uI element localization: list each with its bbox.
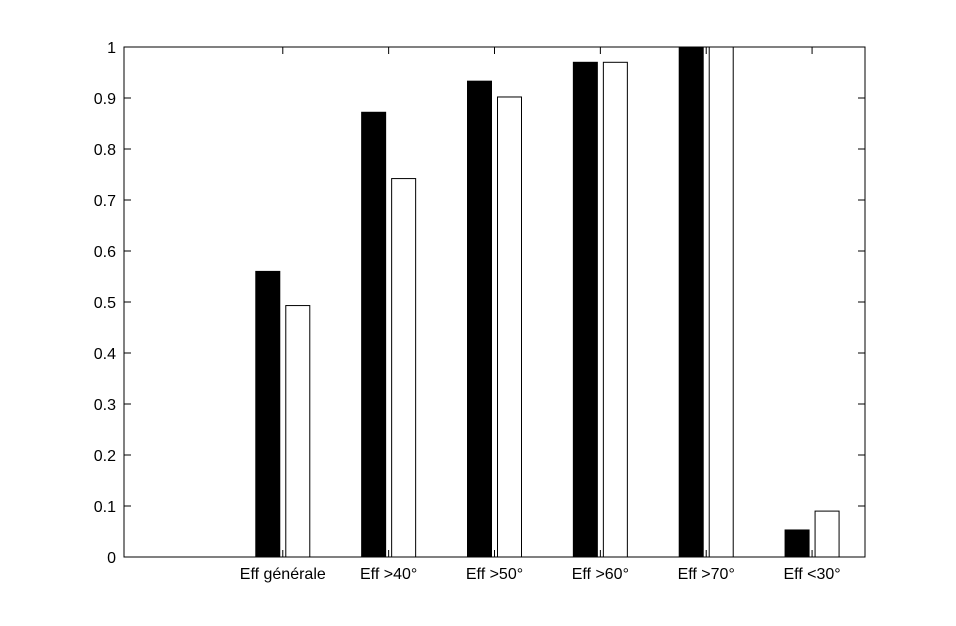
plot-area xyxy=(124,47,865,557)
bar-series2-2 xyxy=(497,96,522,558)
bar-series2-1 xyxy=(391,178,417,558)
y-tick-label-0: 0 xyxy=(107,550,116,567)
y-tick-label-6: 0.6 xyxy=(94,244,116,261)
bar-series1-4 xyxy=(678,46,704,558)
bar-series2-3 xyxy=(602,61,628,558)
bar-series2-0 xyxy=(285,305,311,558)
plot-frame xyxy=(123,46,866,558)
y-tick-label-8: 0.8 xyxy=(94,142,116,159)
bar-series1-0 xyxy=(255,270,281,558)
y-tick-label-9: 0.9 xyxy=(94,91,116,108)
x-tick-label-5: Eff <30° xyxy=(783,566,840,583)
x-tick-label-4: Eff >70° xyxy=(678,566,735,583)
x-tick-labels: Eff générale Eff >40° Eff >50° Eff >60° Eff … xyxy=(240,566,841,583)
bar-series1-5 xyxy=(784,529,810,558)
bar-series2-4 xyxy=(708,46,734,558)
y-tick-label-5: 0.5 xyxy=(94,295,116,312)
bar-series1-3 xyxy=(572,61,598,558)
x-tick-label-0: Eff générale xyxy=(240,566,326,583)
bars-layer xyxy=(255,46,840,558)
y-tick-label-3: 0.3 xyxy=(94,397,116,414)
y-tick-labels: 0 0.1 0.2 0.3 0.4 0.5 0.6 0.7 0.8 0.9 1 xyxy=(94,40,116,567)
bar-series1-2 xyxy=(467,80,492,558)
x-tick-label-1: Eff >40° xyxy=(360,566,417,583)
y-tick-label-4: 0.4 xyxy=(94,346,116,363)
y-tick-label-10: 1 xyxy=(107,40,116,57)
y-tick-label-1: 0.1 xyxy=(94,499,116,516)
bar-series1-1 xyxy=(361,111,387,558)
x-tick-label-3: Eff >60° xyxy=(572,566,629,583)
y-tick-label-7: 0.7 xyxy=(94,193,116,210)
y-tick-label-2: 0.2 xyxy=(94,448,116,465)
x-tick-label-2: Eff >50° xyxy=(466,566,523,583)
bar-series2-5 xyxy=(814,510,840,558)
